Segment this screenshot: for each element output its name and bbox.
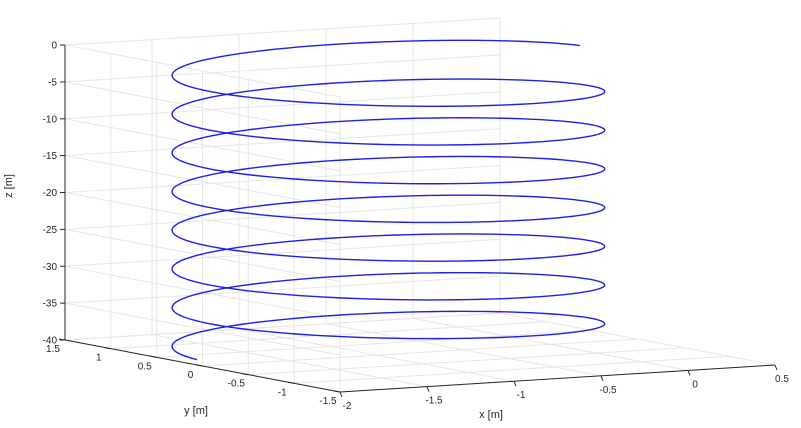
z-tick-label-7: -35 xyxy=(43,299,58,310)
x-tick-3 xyxy=(600,375,604,381)
x-axis-line xyxy=(339,364,776,393)
x-tick-5 xyxy=(774,364,778,371)
axes-layer xyxy=(58,44,778,398)
grid-line-backwall-z-4 xyxy=(64,165,501,193)
z-axis-label: z [m] xyxy=(3,174,15,198)
x-tick-label-3: -0.5 xyxy=(599,385,617,396)
grid-line-sidewall-z-4 xyxy=(64,192,341,245)
grid-line-sidewall-z-0 xyxy=(64,44,341,98)
z-tick-label-8: -40 xyxy=(43,336,58,347)
grid-layer xyxy=(64,17,776,393)
y-tick-label-1: -1 xyxy=(278,387,287,398)
x-tick-0 xyxy=(339,391,343,398)
x-tick-2 xyxy=(513,381,517,387)
y-axis-label: y [m] xyxy=(184,405,208,417)
grid-line-backwall-z-8 xyxy=(64,312,501,341)
z-tick-label-1: -5 xyxy=(48,77,57,88)
x-tick-4 xyxy=(687,370,691,376)
grid-line-backwall-z-7 xyxy=(64,275,501,304)
grid-line-floor-y-1 xyxy=(294,355,730,384)
series-layer xyxy=(171,39,606,361)
helix-series-line-0 xyxy=(171,39,606,361)
y-tick-label-6: 1.5 xyxy=(46,344,60,355)
x-tick-1 xyxy=(426,386,430,392)
x-axis-label: x [m] xyxy=(479,409,503,421)
y-tick-label-5: 1 xyxy=(96,353,102,364)
x-tick-label-5: 0.5 xyxy=(775,374,789,385)
grid-line-backwall-z-6 xyxy=(64,238,501,267)
z-tick-label-6: -30 xyxy=(43,262,58,273)
labels-layer: -2 -1.5 -1 -0.5 0 0.5 -1.5 -1 -0.5 0 0.5 1 1.5 0 -5 -10… xyxy=(43,41,790,413)
z-tick-label-2: -10 xyxy=(43,114,58,125)
y-tick-label-4: 0.5 xyxy=(138,361,152,372)
x-tick-label-0: -2 xyxy=(343,401,352,412)
grid-line-backwall-z-5 xyxy=(64,201,501,230)
grid-line-floor-y-3 xyxy=(202,338,638,367)
z-tick-label-3: -15 xyxy=(43,151,58,162)
z-tick-label-0: 0 xyxy=(51,41,57,52)
grid-line-sidewall-z-2 xyxy=(64,118,341,172)
y-tick-3 xyxy=(196,364,203,367)
grid-line-floor-y-5 xyxy=(110,321,546,350)
grid-line-floor-y-4 xyxy=(156,329,592,358)
y-tick-0 xyxy=(333,390,341,393)
grid-line-backwall-z-3 xyxy=(64,128,501,157)
y-tick-label-3: 0 xyxy=(188,370,194,381)
grid-line-sidewall-z-5 xyxy=(64,228,341,282)
y-tick-label-0: -1.5 xyxy=(319,396,337,407)
x-tick-label-1: -1.5 xyxy=(425,396,443,407)
y-tick-1 xyxy=(288,381,295,384)
grid-line-backwall-z-2 xyxy=(64,91,501,120)
y-tick-2 xyxy=(242,373,249,376)
x-tick-label-4: 0 xyxy=(692,379,698,390)
y-tick-label-2: -0.5 xyxy=(228,379,246,390)
grid-line-sidewall-z-3 xyxy=(64,155,341,209)
grid-line-backwall-z-0 xyxy=(64,17,501,46)
y-tick-5 xyxy=(104,347,111,350)
grid-line-backwall-z-1 xyxy=(64,54,501,83)
grid-line-sidewall-z-7 xyxy=(64,302,341,356)
x-tick-label-2: -1 xyxy=(517,390,526,401)
y-tick-4 xyxy=(150,355,157,358)
grid-line-floor-y-2 xyxy=(248,347,684,376)
z-tick-label-4: -20 xyxy=(43,188,58,199)
z-tick-label-5: -25 xyxy=(43,225,58,236)
